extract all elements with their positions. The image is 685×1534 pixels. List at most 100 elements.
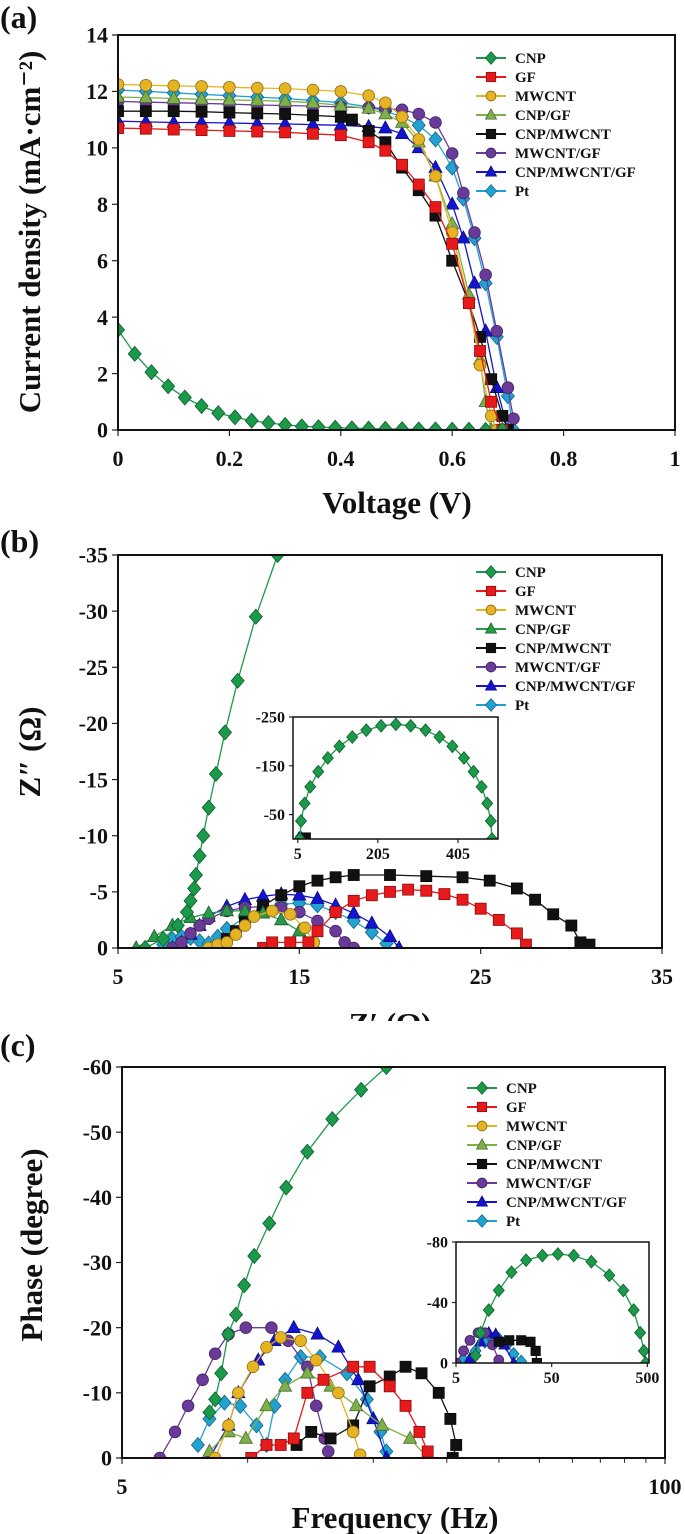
y-tick-label: -30 [79, 599, 108, 624]
series-mwcnt [208, 1331, 367, 1458]
data-point-cnp [457, 751, 470, 765]
legend-item-gf: GF [467, 1100, 527, 1116]
data-point-cnp-mwcnt [118, 105, 124, 118]
data-point-cnp [404, 718, 417, 733]
legend-item-mwcnt-gf: MWCNT/GF [476, 146, 601, 162]
x-tick-label: 100 [649, 1474, 682, 1499]
legend-marker-cnp-gf [484, 108, 498, 120]
data-point-cnp [229, 1306, 244, 1323]
data-point-gf [438, 888, 451, 901]
data-point-cnp [467, 764, 480, 779]
series-group [118, 78, 521, 430]
data-point-cnp-mwcnt-gf [346, 905, 361, 919]
data-point-cnp [321, 751, 334, 765]
legend-marker-cnp [475, 1081, 489, 1095]
data-point-cnp-gf [300, 1365, 315, 1379]
data-point-cnp [304, 779, 317, 794]
data-point-cnp [617, 1283, 630, 1298]
data-point-cnp-mwcnt [565, 919, 578, 932]
x-tick-label: 5 [452, 1370, 460, 1387]
data-point-cnp-mwcnt [446, 254, 459, 267]
legend-marker-pt [484, 184, 498, 198]
data-point-mwcnt-gf [412, 107, 426, 121]
data-point-cnp-mwcnt-gf [378, 120, 393, 134]
data-point-cnp [360, 723, 373, 738]
legend-label: Pt [515, 698, 529, 714]
y-tick-label: -20 [79, 711, 108, 736]
x-tick-label: 50 [544, 1370, 560, 1387]
legend-label: MWCNT/GF [506, 1176, 592, 1192]
data-point-mwcnt [195, 80, 208, 93]
data-point-mwcnt-gf [196, 1373, 209, 1387]
data-point-cnp-mwcnt [493, 1336, 504, 1347]
data-point-gf [347, 894, 360, 907]
panel-label: (a) [0, 0, 37, 35]
data-point-mwcnt-gf [166, 941, 179, 948]
data-point-mwcnt-gf [493, 1354, 505, 1363]
data-point-cnp [177, 389, 192, 406]
data-point-mwcnt-gf [468, 226, 481, 239]
data-point-gf [223, 125, 236, 137]
data-point-cnp [161, 378, 176, 395]
data-point-cnp-mwcnt [456, 871, 469, 884]
data-point-gf [363, 1360, 376, 1373]
legend-label: Pt [515, 184, 529, 200]
data-point-cnp-gf [361, 100, 376, 114]
data-point-cnp-mwcnt [324, 1432, 337, 1445]
y-tick-label: 8 [97, 192, 108, 217]
legend-marker-cnp-gf [475, 1138, 489, 1150]
legend-label: CNP/MWCNT/GF [506, 1195, 627, 1211]
data-point-cnp [127, 345, 142, 362]
data-point-cnp-mwcnt-gf [331, 1339, 346, 1353]
x-tick-label: 5 [117, 1474, 128, 1499]
data-point-cnp [639, 1356, 649, 1363]
data-point-gf [139, 122, 152, 135]
data-point-gf [362, 136, 375, 149]
data-point-cnp [248, 608, 263, 625]
series-group [131, 555, 596, 948]
data-point-gf [520, 938, 532, 948]
data-point-cnp-mwcnt-gf [292, 887, 307, 901]
data-point-cnp-mwcnt [167, 105, 180, 118]
legend-marker-cnp-mwcnt [485, 128, 497, 140]
data-point-cnp-mwcnt-gf [445, 196, 460, 210]
series-line-cnp [118, 329, 503, 430]
data-point-cnp-mwcnt-gf [364, 915, 380, 929]
y-tick-label: 0 [97, 936, 108, 961]
panel-label: (c) [0, 1027, 36, 1063]
data-point-cnp-mwcnt [347, 869, 360, 881]
data-point-cnp-mwcnt-gf [509, 1356, 518, 1363]
data-point-gf [474, 345, 486, 357]
data-point-mwcnt [294, 1334, 307, 1347]
data-point-pt [428, 131, 443, 148]
series-mwcnt-gf [153, 1321, 335, 1458]
legend-item-mwcnt: MWCNT [467, 1119, 567, 1135]
legend-item-cnp-mwcnt: CNP/MWCNT [476, 127, 611, 143]
data-point-cnp-mwcnt-gf [350, 1371, 366, 1386]
series-gf [245, 1360, 434, 1458]
legend-item-cnp-mwcnt-gf: CNP/MWCNT/GF [476, 679, 636, 695]
data-point-cnp-mwcnt [483, 874, 496, 887]
data-point-cnp [279, 1179, 294, 1196]
series-gf [257, 883, 532, 948]
x-tick-label: 35 [651, 964, 673, 989]
series-cnp-mwcnt [493, 1335, 542, 1363]
data-point-mwcnt [346, 1425, 360, 1439]
data-point-pt [500, 388, 515, 405]
series-cnp [118, 321, 510, 430]
data-point-cnp-mwcnt-gf [310, 1326, 325, 1340]
series-cnp-mwcnt [290, 1360, 463, 1458]
data-point-cnp-mwcnt [511, 882, 523, 895]
data-point-mwcnt [332, 1386, 345, 1400]
data-point-cnp [495, 421, 510, 430]
data-point-gf [167, 123, 180, 136]
plot-frame [455, 1241, 650, 1364]
data-point-mwcnt [334, 85, 348, 98]
y-tick-label: -20 [83, 1315, 112, 1340]
plot-frame [121, 1066, 666, 1459]
data-point-mwcnt [395, 110, 409, 124]
data-point-cnp-mwcnt [530, 1345, 541, 1356]
data-point-mwcnt [284, 908, 297, 921]
data-point-cnp [428, 421, 443, 430]
